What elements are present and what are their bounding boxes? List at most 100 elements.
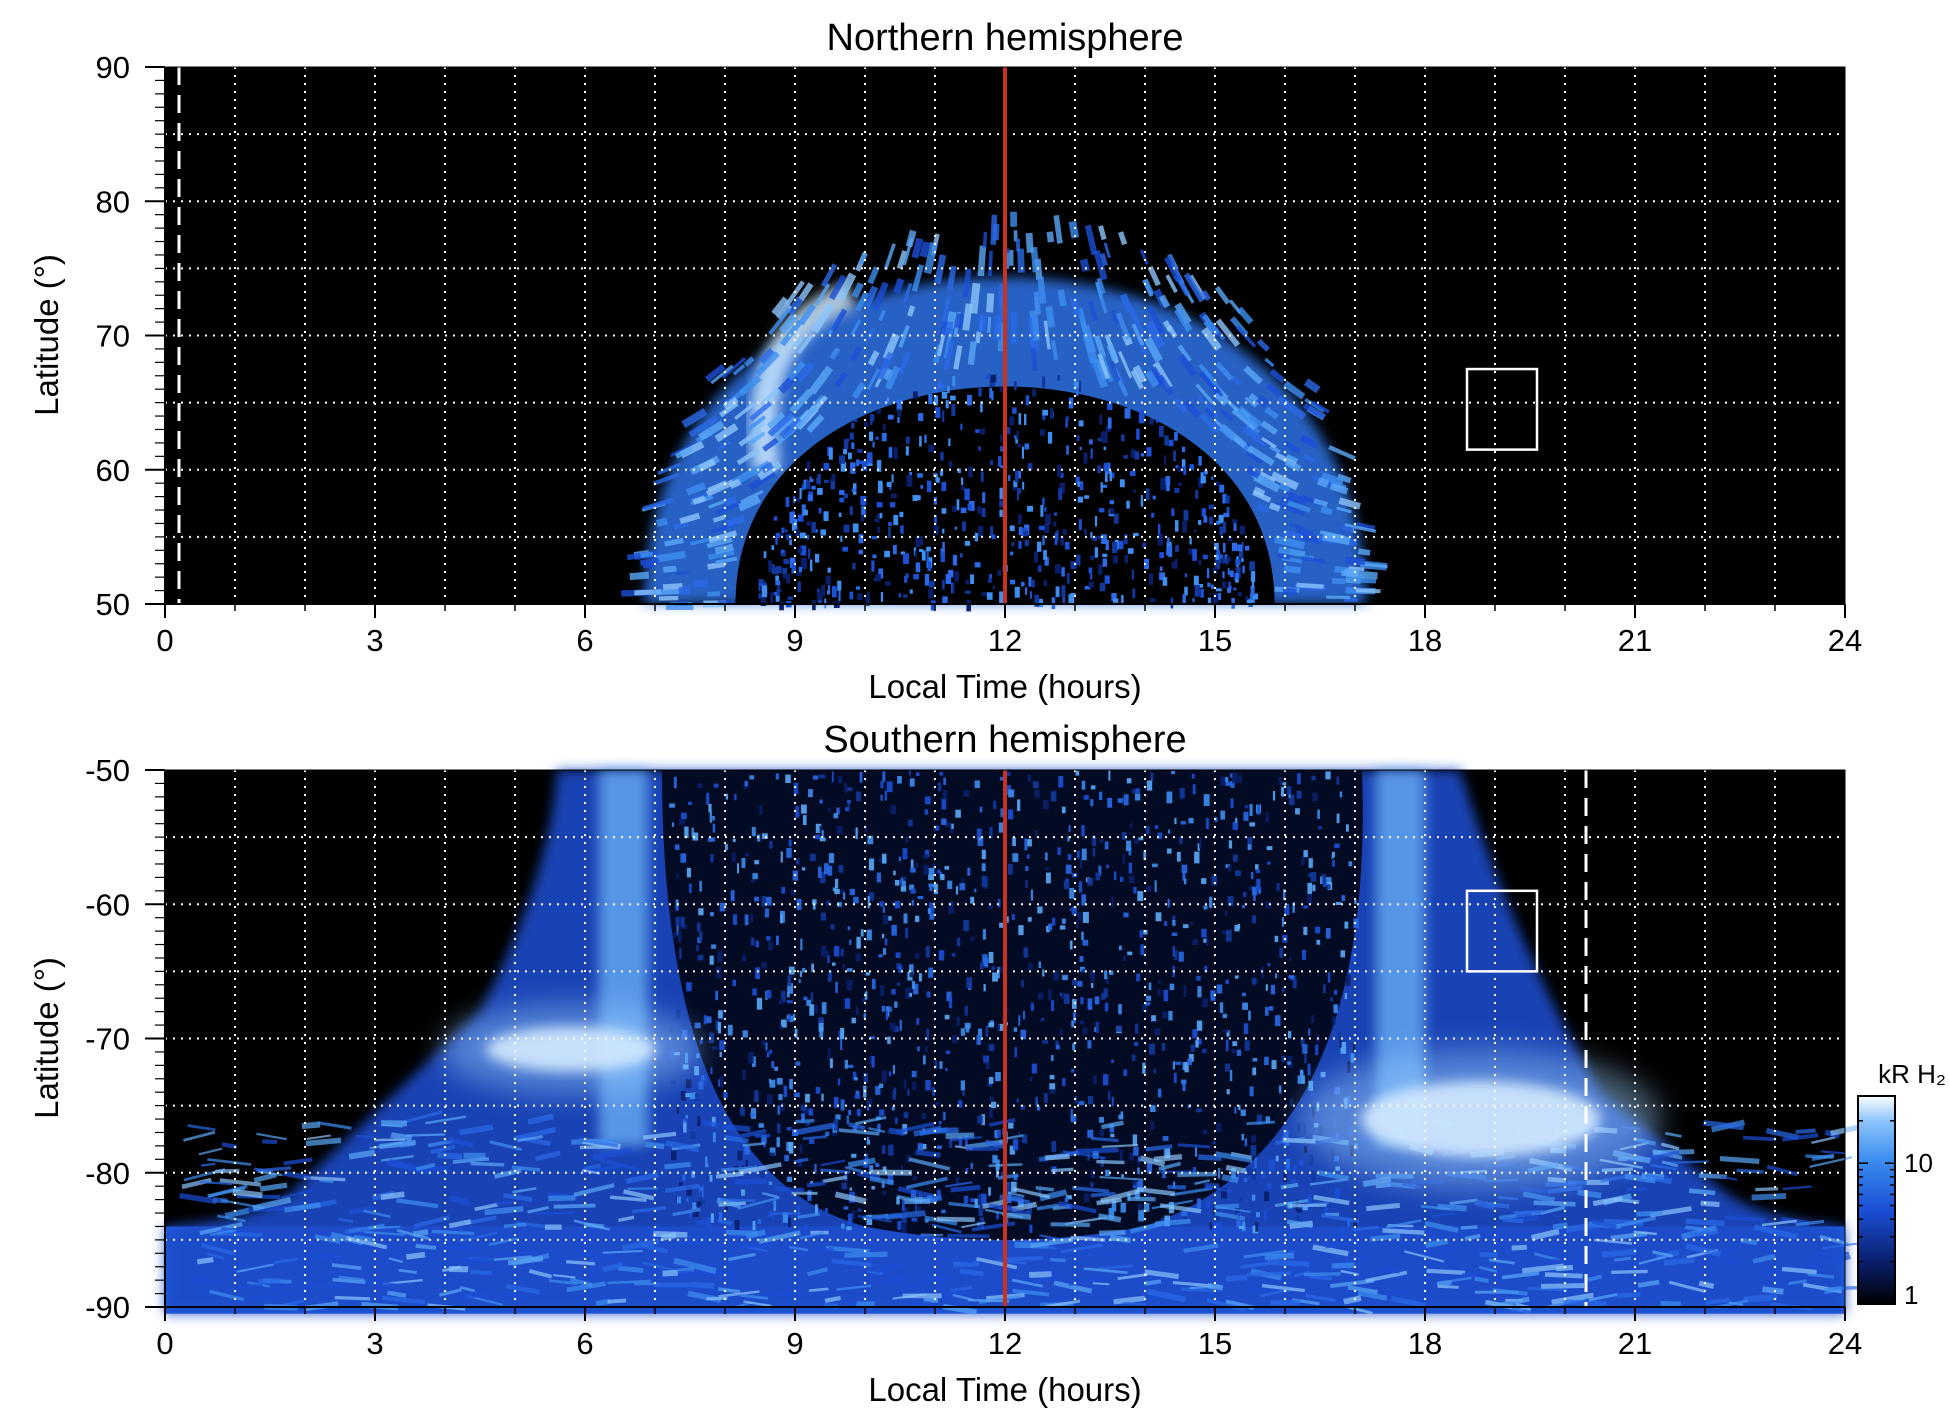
south-cap-speckle: [951, 823, 954, 829]
south-cap-speckle: [1122, 854, 1125, 864]
north-cap-speckle: [1171, 561, 1178, 569]
north-band-streak: [1130, 369, 1144, 390]
south-cap-speckle: [1238, 1225, 1245, 1229]
north-cap-speckle: [1009, 579, 1016, 585]
south-band-streak: [1437, 1285, 1459, 1289]
north-cap-speckle: [1057, 464, 1062, 477]
north-cap-speckle: [856, 459, 860, 467]
south-band-streak: [1225, 1164, 1246, 1174]
south-cap-speckle: [881, 1145, 886, 1154]
south-cap-speckle: [808, 1108, 814, 1116]
north-cap-speckle: [1242, 565, 1245, 574]
south-cap-speckle: [1154, 880, 1157, 892]
south-cap-speckle: [1325, 771, 1331, 780]
south-cap-speckle: [810, 992, 814, 1003]
south-cap-speckle: [933, 883, 938, 895]
south-band-streak: [262, 1139, 278, 1145]
north-band-streak: [1319, 530, 1345, 539]
south-band-streak: [1090, 1191, 1116, 1198]
north-band-streak: [1252, 486, 1266, 498]
south-band-streak: [822, 1175, 848, 1184]
south-band-streak: [512, 1126, 556, 1142]
south-band-streak: [1002, 1194, 1031, 1205]
north-cap-speckle: [952, 554, 958, 566]
north-cap-speckle: [1207, 597, 1212, 604]
south-band-streak: [622, 1238, 660, 1251]
south-cap-speckle: [718, 1079, 721, 1087]
south-cap-speckle: [1341, 895, 1345, 902]
south-cap-speckle: [740, 1107, 745, 1116]
south-cap-speckle: [926, 991, 931, 998]
north-band-streak: [716, 502, 740, 515]
south-cap-speckle: [819, 837, 826, 842]
south-band-streak: [1214, 1203, 1240, 1210]
south-cap-speckle: [718, 1211, 723, 1222]
south-cap-speckle: [892, 1065, 895, 1075]
south-band-streak: [1261, 1283, 1305, 1293]
north-cap-speckle: [1037, 541, 1042, 552]
north-cap-speckle: [998, 456, 1002, 467]
south-band-streak: [259, 1182, 288, 1192]
south-cap-speckle: [1009, 1145, 1015, 1155]
south-cap-speckle: [964, 1005, 968, 1016]
south-cap-speckle: [997, 967, 1000, 979]
south-cap-speckle: [754, 896, 760, 902]
south-cap-speckle: [686, 867, 691, 878]
north-band-streak: [706, 537, 733, 549]
north-band-streak: [1245, 465, 1262, 479]
north-band-streak: [977, 245, 987, 277]
south-band-streak: [1809, 1156, 1853, 1168]
south-band-streak: [799, 1231, 825, 1240]
north-band-streak: [1328, 445, 1356, 461]
south-band-streak: [738, 1162, 782, 1175]
south-band-streak: [236, 1263, 274, 1273]
south-band-streak: [1501, 1271, 1540, 1280]
north-cap-speckle: [893, 515, 899, 526]
north-cap-speckle: [991, 534, 996, 540]
south-band-streak: [1593, 1238, 1633, 1245]
north-cap-speckle: [810, 559, 813, 572]
south-cap-speckle: [1315, 926, 1321, 934]
north-cap-speckle: [1024, 540, 1029, 547]
south-band-streak: [512, 1187, 537, 1194]
south-cap-speckle: [1031, 1063, 1037, 1074]
north-cap-speckle: [877, 482, 883, 494]
south-cap-speckle: [1127, 951, 1133, 956]
south-cap-speckle: [1304, 1053, 1307, 1064]
south-cap-speckle: [851, 1210, 856, 1220]
north-cap-speckle: [763, 551, 767, 558]
north-cap-speckle: [977, 506, 982, 514]
south-band-streak: [1207, 1282, 1224, 1291]
south-cap-speckle: [879, 1109, 885, 1116]
south-cap-speckle: [1162, 1168, 1166, 1179]
south-cap-speckle: [1062, 1078, 1066, 1087]
north-cap-speckle: [954, 526, 958, 530]
north-cap-speckle: [1118, 540, 1124, 550]
south-band-streak: [662, 1269, 678, 1277]
north-cap-speckle: [1104, 575, 1110, 584]
south-cap-speckle: [1234, 1205, 1237, 1217]
north-cap-speckle: [1184, 586, 1188, 596]
south-band-streak: [607, 1298, 627, 1304]
north-band-streak: [1274, 535, 1306, 550]
north-cap-speckle: [1061, 585, 1066, 598]
north-cap-speckle: [964, 540, 971, 546]
north-cap-speckle: [883, 424, 886, 431]
north-cap-speckle: [1239, 549, 1244, 559]
south-cap-speckle: [943, 1112, 946, 1121]
south-cap-speckle: [1158, 980, 1161, 984]
south-cap-speckle: [780, 1019, 787, 1028]
south-band-streak: [484, 1205, 524, 1216]
north-cap-speckle: [1121, 434, 1125, 442]
north-cap-speckle: [1212, 567, 1218, 575]
south-band-streak: [740, 1244, 775, 1249]
north-cap-speckle: [1148, 573, 1154, 585]
south-cap-speckle: [1284, 904, 1290, 916]
north-band-streak: [1355, 588, 1381, 594]
south-cap-speckle: [733, 914, 737, 925]
north-band-streak: [923, 241, 938, 275]
north-cap-speckle: [1162, 577, 1168, 586]
south-band-streak: [1479, 1252, 1498, 1257]
south-cap-speckle: [1252, 1058, 1258, 1062]
north-cap-speckle: [1014, 381, 1017, 391]
